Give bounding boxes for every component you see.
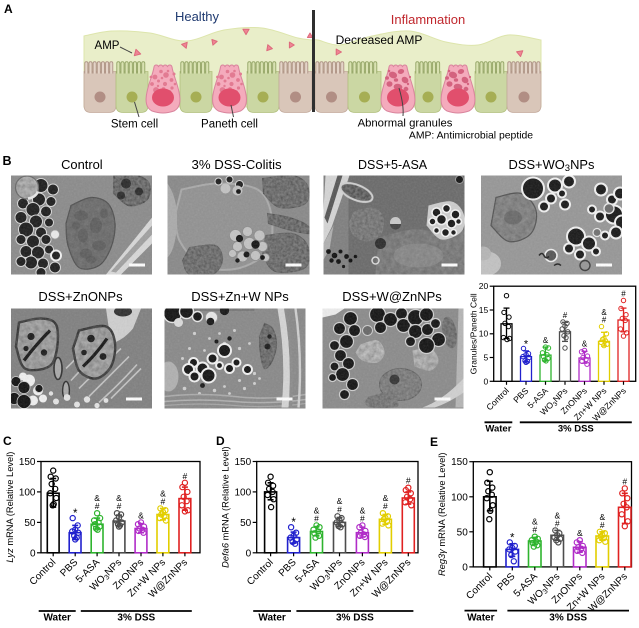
- svg-text:&: &: [94, 493, 100, 503]
- svg-text:Water: Water: [43, 613, 71, 624]
- svg-text:Control: Control: [61, 157, 103, 172]
- svg-text:D: D: [216, 434, 225, 448]
- svg-text:Inflammation: Inflammation: [391, 12, 465, 27]
- svg-text:E: E: [430, 435, 438, 449]
- svg-text:#: #: [337, 504, 342, 514]
- svg-text:Granules/Paneth Cell: Granules/Paneth Cell: [469, 293, 479, 374]
- svg-text:Defa6 mRNA (Relative Level): Defa6 mRNA (Relative Level): [221, 446, 231, 567]
- svg-text:Stem cell: Stem cell: [111, 119, 158, 131]
- svg-text:&: &: [160, 488, 166, 498]
- svg-text:&: &: [360, 505, 366, 515]
- svg-text:#: #: [532, 525, 537, 535]
- svg-text:3% DSS: 3% DSS: [549, 613, 587, 624]
- svg-text:DSS+WO3NPs: DSS+WO3NPs: [509, 157, 595, 174]
- svg-text:#: #: [602, 316, 607, 325]
- svg-text:Healthy: Healthy: [175, 9, 220, 24]
- svg-text:100: 100: [19, 487, 36, 498]
- svg-text:#: #: [406, 476, 411, 486]
- svg-text:0: 0: [30, 548, 36, 559]
- svg-text:50: 50: [240, 518, 252, 529]
- svg-text:&: &: [543, 336, 549, 345]
- svg-text:&: &: [532, 517, 538, 527]
- svg-text:&: &: [383, 493, 389, 503]
- svg-text:#: #: [314, 513, 319, 523]
- svg-text:10: 10: [479, 329, 489, 339]
- svg-text:Reg3γ mRNA (Relative Level): Reg3γ mRNA (Relative Level): [437, 453, 447, 577]
- svg-text:#: #: [621, 290, 626, 299]
- svg-text:0: 0: [483, 376, 488, 386]
- svg-text:&: &: [601, 308, 607, 317]
- svg-text:&: &: [599, 512, 605, 522]
- svg-text:AMP: Antimicrobial peptide: AMP: Antimicrobial peptide: [409, 131, 533, 142]
- svg-text:&: &: [582, 339, 588, 348]
- svg-text:15: 15: [479, 305, 489, 315]
- svg-text:3% DSS: 3% DSS: [336, 613, 374, 624]
- svg-text:Decreased AMP: Decreased AMP: [336, 33, 423, 47]
- svg-text:AMP: AMP: [95, 40, 120, 52]
- svg-text:#: #: [622, 476, 627, 486]
- svg-text:#: #: [563, 311, 568, 320]
- svg-text:#: #: [600, 520, 605, 530]
- svg-text:150: 150: [235, 457, 252, 468]
- svg-text:50: 50: [24, 518, 36, 529]
- svg-text:C: C: [3, 434, 12, 448]
- svg-text:*: *: [524, 339, 529, 351]
- svg-text:B: B: [3, 154, 12, 168]
- svg-text:Water: Water: [258, 613, 286, 624]
- svg-text:100: 100: [235, 487, 252, 498]
- svg-text:3% DSS: 3% DSS: [117, 613, 155, 624]
- svg-text:&: &: [554, 510, 560, 520]
- svg-text:3% DSS: 3% DSS: [558, 424, 594, 435]
- svg-text:5: 5: [483, 353, 488, 363]
- svg-text:100: 100: [451, 492, 468, 503]
- svg-text:#: #: [183, 471, 188, 481]
- svg-text:#: #: [555, 518, 560, 528]
- svg-text:3% DSS-Colitis: 3% DSS-Colitis: [192, 157, 283, 172]
- svg-text:A: A: [4, 2, 13, 16]
- svg-text:0: 0: [246, 548, 252, 559]
- svg-text:#: #: [383, 501, 388, 511]
- svg-text:DSS+5-ASA: DSS+5-ASA: [358, 158, 428, 172]
- svg-text:DSS+W@ZnNPs: DSS+W@ZnNPs: [342, 289, 442, 304]
- svg-text:#: #: [360, 513, 365, 523]
- svg-text:Lyz mRNA (Relative Level): Lyz mRNA (Relative Level): [5, 452, 15, 563]
- svg-text:20: 20: [479, 281, 489, 291]
- svg-text:150: 150: [19, 457, 36, 468]
- svg-text:Water: Water: [485, 424, 511, 435]
- svg-text:&: &: [138, 510, 144, 520]
- svg-text:50: 50: [457, 527, 469, 538]
- svg-text:*: *: [73, 508, 78, 520]
- svg-text:*: *: [291, 517, 296, 529]
- svg-text:Water: Water: [467, 613, 495, 624]
- svg-text:Abnormal granules: Abnormal granules: [358, 118, 453, 130]
- svg-text:#: #: [95, 501, 100, 511]
- svg-text:DSS+Zn+W NPs: DSS+Zn+W NPs: [191, 289, 289, 304]
- svg-text:0: 0: [462, 562, 468, 573]
- svg-text:&: &: [314, 505, 320, 515]
- svg-text:&: &: [116, 493, 122, 503]
- svg-text:#: #: [161, 496, 166, 506]
- svg-text:*: *: [510, 532, 515, 544]
- svg-text:DSS+ZnONPs: DSS+ZnONPs: [38, 289, 123, 304]
- svg-text:&: &: [337, 496, 343, 506]
- svg-text:150: 150: [451, 457, 468, 468]
- svg-text:Paneth cell: Paneth cell: [201, 119, 258, 131]
- svg-text:&: &: [577, 528, 583, 538]
- svg-text:#: #: [117, 501, 122, 511]
